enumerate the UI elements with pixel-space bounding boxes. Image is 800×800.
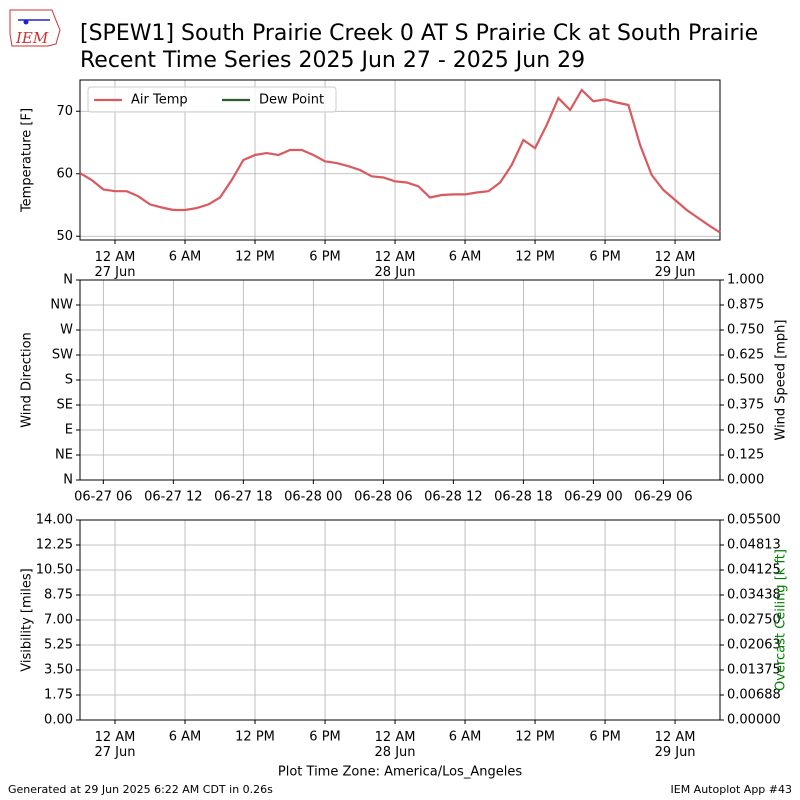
x-tick-label: 12 PM <box>235 250 275 265</box>
y2-tick-label: 0.750 <box>727 323 764 338</box>
x-tick-label: 12 AM 27 Jun <box>95 730 136 760</box>
y2-tick-label: 0.000 <box>727 473 764 488</box>
y-tick-label: N <box>63 473 73 488</box>
x-tick-label: 06-27 18 <box>214 490 272 505</box>
x-tick-label: 6 AM <box>169 730 202 745</box>
x-tick-label: 6 AM <box>169 250 202 265</box>
legend: Air Temp Dew Point <box>87 86 337 113</box>
y2-tick-label: 0.03438 <box>727 588 781 603</box>
y2-axis-label: Wind Speed [mph] <box>774 320 789 441</box>
x-tick-label: 06-28 00 <box>284 490 342 505</box>
x-tick-label: 6 AM <box>449 730 482 745</box>
x-tick-label: 12 AM 29 Jun <box>655 730 696 760</box>
y-tick-label: NE <box>55 448 73 463</box>
logo-outline <box>9 9 61 47</box>
plot-frame <box>79 79 721 241</box>
logo: IEM <box>9 9 61 47</box>
y2-tick-label: 0.125 <box>727 448 764 463</box>
y-axis-label: Visibility [miles] <box>20 568 35 671</box>
y-tick-label: S <box>65 373 73 388</box>
logo-text: IEM <box>15 29 49 47</box>
x-tick-label: 12 AM 28 Jun <box>375 730 416 760</box>
x-tick-label: 06-27 06 <box>74 490 132 505</box>
x-tick-label: 12 AM 29 Jun <box>655 250 696 280</box>
y2-tick-label: 0.875 <box>727 298 764 313</box>
x-tick-label: 12 AM 27 Jun <box>95 250 136 280</box>
y-tick-label: 14.00 <box>36 513 73 528</box>
y-tick-label: E <box>65 423 73 438</box>
y-tick-label: 0.00 <box>44 713 73 728</box>
y2-tick-label: 0.04125 <box>727 563 781 578</box>
y2-tick-label: 0.02063 <box>727 638 781 653</box>
footer-right: IEM Autoplot App #43 <box>671 783 793 796</box>
y2-tick-label: 0.02750 <box>727 613 781 628</box>
x-tick-label: 6 PM <box>309 250 340 265</box>
y2-axis-label: Overcast Ceiling [k ft] <box>774 549 789 691</box>
x-tick-label: 6 PM <box>589 250 620 265</box>
y-tick-label: 70 <box>56 104 73 119</box>
x-tick-label: 06-27 12 <box>144 490 202 505</box>
plot-frame <box>79 279 721 481</box>
y2-tick-label: 0.625 <box>727 348 764 363</box>
y-tick-label: 1.75 <box>44 688 73 703</box>
x-tick-label: 6 AM <box>449 250 482 265</box>
x-tick-label: 06-29 00 <box>564 490 622 505</box>
y2-tick-label: 0.375 <box>727 398 764 413</box>
y-axis-label: Temperature [F] <box>20 108 35 213</box>
y-tick-label: 8.75 <box>44 588 73 603</box>
x-tick-label: 12 PM <box>515 730 555 745</box>
y2-tick-label: 0.01375 <box>727 663 781 678</box>
y2-tick-label: 0.00000 <box>727 713 781 728</box>
legend-label: Dew Point <box>259 93 324 108</box>
y-tick-label: 3.50 <box>44 663 73 678</box>
logo-dot <box>23 19 29 25</box>
y-tick-label: W <box>60 323 73 338</box>
x-tick-label: 6 PM <box>309 730 340 745</box>
x-tick-label: 12 AM 28 Jun <box>375 250 416 280</box>
y-tick-label: 50 <box>56 229 73 244</box>
title-line: [SPEW1] South Prairie Creek 0 AT S Prair… <box>80 21 758 46</box>
y2-tick-label: 0.500 <box>727 373 764 388</box>
y-tick-label: NW <box>50 298 73 313</box>
x-axis-label: Plot Time Zone: America/Los_Angeles <box>278 765 522 780</box>
x-tick-label: 06-28 18 <box>494 490 552 505</box>
y2-tick-label: 0.04813 <box>727 538 781 553</box>
title-line: Recent Time Series 2025 Jun 27 - 2025 Ju… <box>80 48 585 73</box>
y-tick-label: N <box>63 273 73 288</box>
x-tick-label: 12 PM <box>235 730 275 745</box>
y-tick-label: SW <box>52 348 73 363</box>
legend-box <box>87 86 337 113</box>
plot-frame <box>79 519 721 721</box>
y2-tick-label: 0.00688 <box>727 688 781 703</box>
y2-tick-label: 0.05500 <box>727 513 781 528</box>
y-tick-label: 60 <box>56 166 73 181</box>
x-tick-label: 06-29 06 <box>634 490 692 505</box>
y-tick-label: 5.25 <box>44 638 73 653</box>
x-tick-label: 06-28 06 <box>354 490 412 505</box>
series-line <box>79 88 721 234</box>
y-tick-label: 10.50 <box>36 563 73 578</box>
footer-left: Generated at 29 Jun 2025 6:22 AM CDT in … <box>8 783 273 796</box>
y2-tick-label: 1.000 <box>727 273 764 288</box>
y-tick-label: SE <box>57 398 73 413</box>
y-axis-label: Wind Direction <box>20 332 35 428</box>
x-tick-label: 06-28 12 <box>424 490 482 505</box>
legend-label: Air Temp <box>131 93 188 108</box>
y-tick-label: 7.00 <box>44 613 73 628</box>
y-tick-label: 12.25 <box>36 538 73 553</box>
y2-tick-label: 0.250 <box>727 423 764 438</box>
x-tick-label: 6 PM <box>589 730 620 745</box>
x-tick-label: 12 PM <box>515 250 555 265</box>
